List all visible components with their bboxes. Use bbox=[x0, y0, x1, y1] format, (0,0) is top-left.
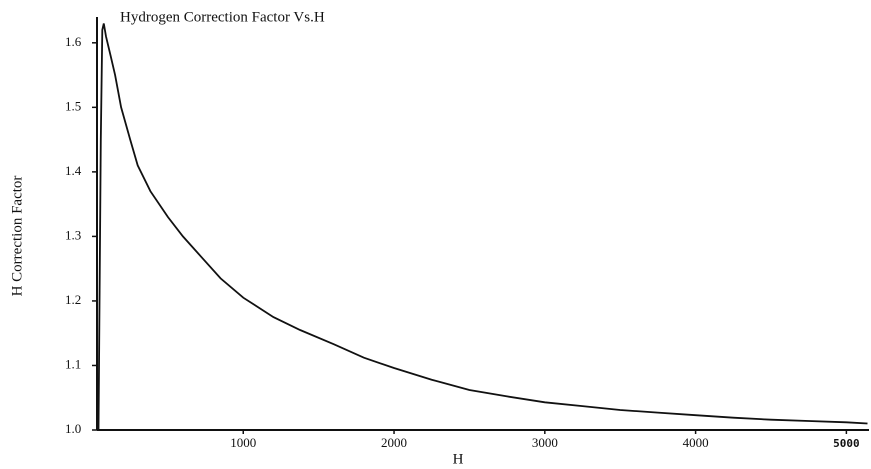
y-tick-label: 1.2 bbox=[65, 292, 81, 307]
x-tick-label: 3000 bbox=[532, 435, 558, 450]
y-tick-label: 1.5 bbox=[65, 98, 81, 113]
x-tick-label: 2000 bbox=[381, 435, 407, 450]
y-axis-label: H Correction Factor bbox=[9, 176, 25, 297]
x-axis-label: H bbox=[453, 451, 464, 467]
chart-title: Hydrogen Correction Factor Vs.H bbox=[120, 9, 325, 25]
line-series bbox=[97, 23, 868, 431]
y-tick-label: 1.6 bbox=[65, 34, 82, 49]
x-tick-label: 5000 bbox=[833, 437, 860, 450]
y-tick-label: 1.1 bbox=[65, 356, 81, 371]
y-tick-label: 1.3 bbox=[65, 227, 81, 242]
y-tick-label: 1.4 bbox=[65, 163, 82, 178]
x-tick-label: 4000 bbox=[683, 435, 709, 450]
x-tick-label: 1000 bbox=[230, 435, 256, 450]
y-tick-label: 1.0 bbox=[65, 421, 81, 436]
